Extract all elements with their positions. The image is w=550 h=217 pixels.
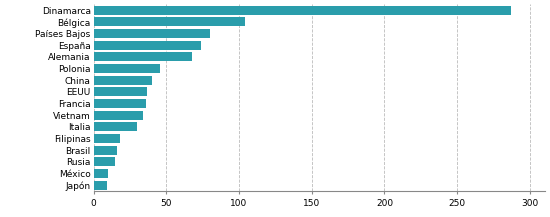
Bar <box>94 76 152 85</box>
Bar <box>94 53 192 61</box>
Bar <box>94 134 120 143</box>
Bar <box>94 29 210 38</box>
Bar <box>94 6 511 15</box>
Bar <box>94 181 107 189</box>
Bar <box>94 157 115 166</box>
Bar <box>94 17 245 26</box>
Bar <box>94 111 143 120</box>
Bar <box>94 99 146 108</box>
Bar <box>94 169 108 178</box>
Bar <box>94 87 147 96</box>
Bar <box>94 41 201 49</box>
Bar <box>94 64 161 73</box>
Bar <box>94 146 117 155</box>
Bar <box>94 122 137 131</box>
